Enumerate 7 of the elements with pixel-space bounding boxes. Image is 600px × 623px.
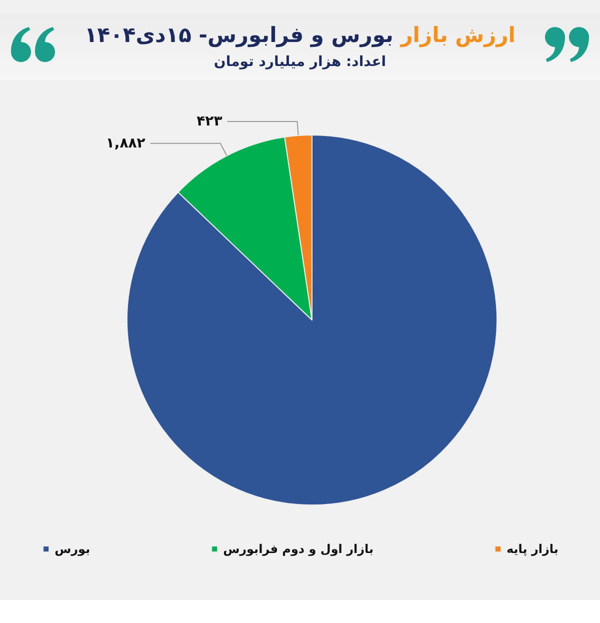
legend-label: بازار اول و دوم فرابورس xyxy=(223,542,374,556)
data-label: ۱,۸۸۲ xyxy=(106,135,146,152)
data-label: ۴۲۳ xyxy=(196,114,223,130)
legend-label: بازار پایه xyxy=(506,542,558,556)
chart-title: ارزش بازار بورس و فرابورس- ۱۵دی۱۴۰۴ xyxy=(83,22,517,50)
chart-subtitle: اعداد: هزار میلیارد تومان xyxy=(212,53,388,72)
legend-label: بورس xyxy=(54,542,90,556)
